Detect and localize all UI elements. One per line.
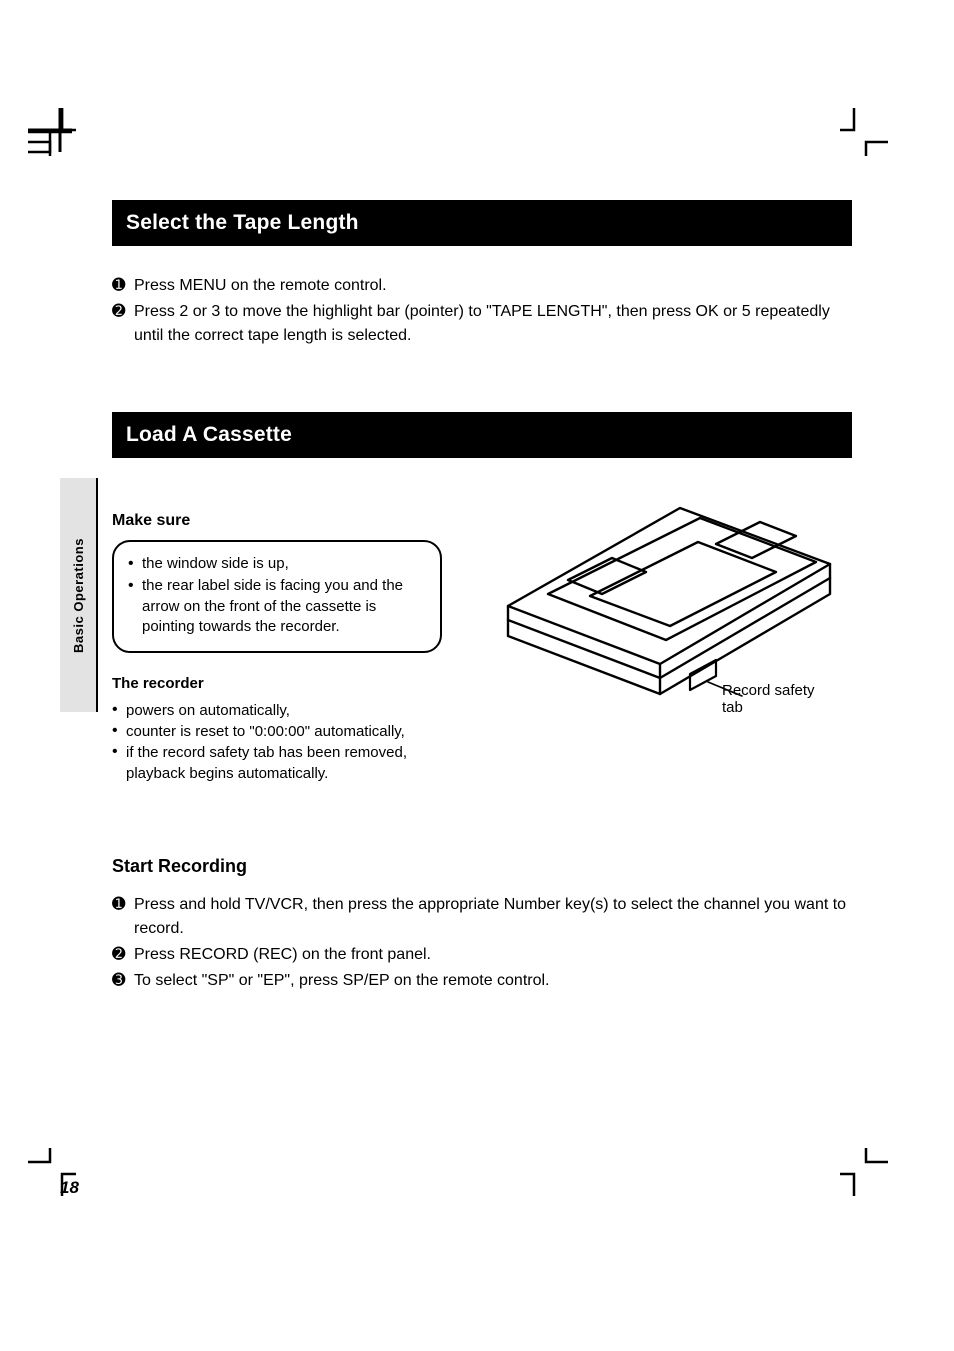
step-number-2c: ➋: [112, 943, 134, 967]
step-number-1c: ➊: [112, 893, 134, 917]
after-title: The recorder: [112, 675, 442, 692]
crop-tl: [28, 108, 76, 156]
step-a-1-text: Press MENU on the remote control.: [134, 274, 852, 298]
step-c-2-text: Press RECORD (REC) on the front panel.: [134, 943, 852, 967]
pill-1: the window side is up,: [142, 554, 289, 574]
after-3: if the record safety tab has been remove…: [126, 742, 442, 784]
after-lines: •powers on automatically, •counter is re…: [112, 700, 442, 784]
step-c-3: ➌ To select "SP" or "EP", press SP/EP on…: [112, 969, 852, 993]
steps-c: ➊ Press and hold TV/VCR, then press the …: [112, 893, 852, 993]
step-c-2: ➋ Press RECORD (REC) on the front panel.: [112, 943, 852, 967]
steps-a: ➊ Press MENU on the remote control. ➋ Pr…: [112, 274, 852, 348]
step-a-2-text: Press 2 or 3 to move the highlight bar (…: [134, 300, 852, 348]
section-bar-load-cassette: Load A Cassette: [112, 412, 852, 458]
step-c-1: ➊ Press and hold TV/VCR, then press the …: [112, 893, 852, 941]
section-title-b: Load A Cassette: [126, 423, 292, 447]
step-a-2: ➋ Press 2 or 3 to move the highlight bar…: [112, 300, 852, 348]
side-tab: Basic Operations: [60, 478, 96, 712]
crop-br: [840, 1148, 888, 1196]
section-c: Start Recording ➊ Press and hold TV/VCR,…: [112, 856, 852, 993]
section-title-c: Start Recording: [112, 856, 852, 877]
step-c-1-text: Press and hold TV/VCR, then press the ap…: [134, 893, 852, 941]
pill-box: •the window side is up, •the rear label …: [112, 540, 442, 653]
after-1: powers on automatically,: [126, 700, 290, 721]
section-bar-tape-length: Select the Tape Length: [112, 200, 852, 246]
content-area: Select the Tape Length ➊ Press MENU on t…: [112, 200, 852, 1003]
pill-2: the rear label side is facing you and th…: [142, 576, 426, 637]
step-a-1: ➊ Press MENU on the remote control.: [112, 274, 852, 298]
step-number-3c: ➌: [112, 969, 134, 993]
after-2: counter is reset to "0:00:00" automatica…: [126, 721, 405, 742]
side-tab-label: Basic Operations: [71, 538, 86, 653]
step-c-3-text: To select "SP" or "EP", press SP/EP on t…: [134, 969, 852, 993]
step-number-1: ➊: [112, 274, 134, 298]
make-sure-title: Make sure: [112, 512, 442, 530]
section-title-a: Select the Tape Length: [126, 211, 359, 235]
crop-tr: [840, 108, 888, 156]
cassette-illustration: Record safety tab: [460, 486, 820, 706]
tab-label: Record safety tab: [722, 682, 820, 716]
side-rule: [96, 478, 98, 712]
page-number: 18: [60, 1178, 79, 1198]
step-number-2: ➋: [112, 300, 134, 324]
